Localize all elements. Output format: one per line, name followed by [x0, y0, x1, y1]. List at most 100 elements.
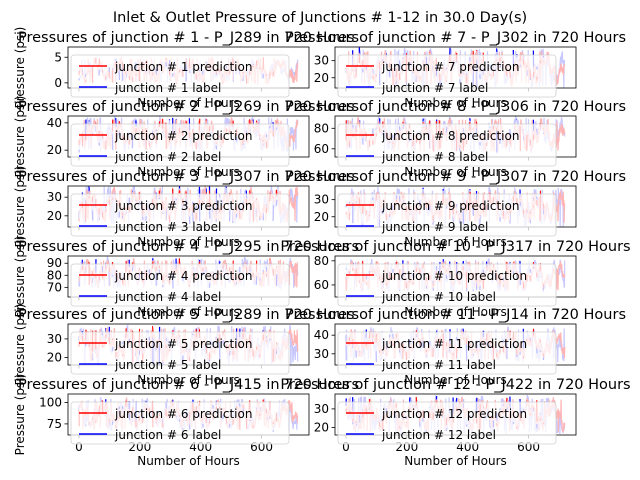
- legend-label-prediction: junction # 12 prediction: [381, 407, 527, 421]
- subplot-title: Pressures of junction # 7 - P_J302 in 72…: [285, 30, 626, 46]
- x-axis-label: Number of Hours: [137, 235, 240, 249]
- legend-label-prediction: junction # 3 prediction: [114, 199, 252, 213]
- legend-label-label: junction # 1 label: [114, 81, 221, 95]
- legend-box: [70, 331, 290, 375]
- legend-label-label: junction # 11 label: [381, 358, 496, 372]
- y-axis-label: Pressure (psi): [13, 27, 27, 109]
- legend-box: [337, 331, 557, 375]
- legend-label-label: junction # 7 label: [381, 81, 488, 95]
- figure-suptitle: Inlet & Outlet Pressure of Junctions # 1…: [113, 10, 527, 26]
- legend-box: [337, 193, 557, 237]
- legend-box: [70, 263, 290, 307]
- subplot-title: Pressures of junction # 5 - P_J289 in 72…: [18, 307, 359, 323]
- y-axis-label: Pressure (psi): [13, 96, 27, 178]
- x-axis-label: Number of Hours: [137, 454, 240, 468]
- legend-label-prediction: junction # 11 prediction: [381, 337, 527, 351]
- legend-box: [337, 401, 557, 445]
- y-axis-label: Pressure (psi): [13, 374, 27, 456]
- legend-label-label: junction # 12 label: [381, 428, 496, 442]
- subplot-title: Pressures of junction # 2 - P_J269 in 72…: [18, 99, 359, 115]
- y-tick-label: 90: [47, 256, 62, 270]
- legend-box: [70, 54, 290, 98]
- y-tick-label: 20: [314, 210, 329, 224]
- subplot-9: 20 30 junction # 5 prediction junction # 5 …: [13, 304, 359, 387]
- y-tick-label: 20: [47, 143, 62, 157]
- subplot-title: Pressures of junction # 9 - P_J307 in 72…: [285, 169, 626, 185]
- x-axis-label: Number of Hours: [137, 96, 240, 110]
- legend-label-prediction: junction # 2 prediction: [114, 129, 252, 143]
- y-tick-label: 40: [47, 116, 62, 130]
- y-axis-label: Pressure (psi): [13, 166, 27, 248]
- y-tick-label: 80: [47, 268, 62, 282]
- y-tick-label: 5: [54, 50, 62, 64]
- subplot-title: Pressures of junction # 11 - P_J14 in 72…: [285, 307, 626, 323]
- x-axis-label: Number of Hours: [404, 454, 507, 468]
- y-tick-label: 80: [314, 121, 329, 135]
- y-tick-label: 30: [47, 332, 62, 346]
- y-tick-label: 20: [47, 351, 62, 365]
- subplot-4: 60 80 junction # 8 prediction junction # 8 …: [285, 99, 626, 179]
- subplot-title: Pressures of junction # 12 - P_J422 in 7…: [280, 377, 630, 393]
- x-axis-label: Number of Hours: [404, 373, 507, 387]
- subplot-title: Pressures of junction # 8 - P_J306 in 72…: [285, 99, 626, 115]
- legend-box: [70, 123, 290, 167]
- legend-box: [70, 401, 290, 445]
- legend-label-label: junction # 9 label: [381, 220, 488, 234]
- subplot-title: Pressures of junction # 4 - P_J295 in 72…: [18, 239, 359, 255]
- x-axis-label: Number of Hours: [137, 373, 240, 387]
- y-tick-label: 20: [314, 71, 329, 85]
- x-axis-label: Number of Hours: [404, 235, 507, 249]
- subplot-grid: 0 5 junction # 1 prediction junction # 1 la…: [13, 27, 631, 468]
- subplot-3: 20 40 junction # 2 prediction junction # 2 …: [13, 96, 359, 179]
- y-tick-label: 60: [314, 278, 329, 292]
- legend-label-prediction: junction # 5 prediction: [114, 337, 252, 351]
- legend-label-label: junction # 3 label: [114, 220, 221, 234]
- legend-label-prediction: junction # 7 prediction: [381, 60, 519, 74]
- legend-label-prediction: junction # 9 prediction: [381, 199, 519, 213]
- legend-box: [70, 193, 290, 237]
- x-axis-label: Number of Hours: [137, 305, 240, 319]
- legend-label-prediction: junction # 1 prediction: [114, 60, 252, 74]
- legend-label-prediction: junction # 4 prediction: [114, 269, 252, 283]
- legend-label-label: junction # 6 label: [114, 428, 221, 442]
- y-tick-label: 0: [54, 76, 62, 90]
- y-axis-label: Pressure (psi): [13, 304, 27, 386]
- y-tick-label: 30: [314, 54, 329, 68]
- subplot-1: 0 5 junction # 1 prediction junction # 1 la…: [13, 27, 359, 110]
- subplot-title: Pressures of junction # 1 - P_J289 in 72…: [18, 30, 359, 46]
- y-tick-label: 60: [314, 142, 329, 156]
- y-tick-label: 30: [314, 402, 329, 416]
- legend-label-prediction: junction # 8 prediction: [381, 129, 519, 143]
- legend-label-label: junction # 4 label: [114, 290, 221, 304]
- legend-box: [337, 263, 557, 307]
- subplot-8: 60 80 junction # 10 prediction junction # 1…: [280, 239, 630, 319]
- y-tick-label: 20: [47, 209, 62, 223]
- y-tick-label: 75: [47, 417, 62, 431]
- y-tick-label: 20: [314, 421, 329, 435]
- subplot-title: Pressures of junction # 6 - P_J415 in 72…: [18, 377, 359, 393]
- y-tick-label: 40: [314, 328, 329, 342]
- y-tick-label: 70: [47, 280, 62, 294]
- y-tick-label: 30: [47, 190, 62, 204]
- legend-label-label: junction # 8 label: [381, 150, 488, 164]
- x-tick-label: 0: [75, 440, 83, 454]
- subplot-10: 30 40 junction # 11 prediction junction # 1…: [285, 307, 626, 387]
- subplot-6: 20 30 junction # 9 prediction junction # 9 …: [285, 169, 626, 249]
- y-tick-label: 30: [314, 193, 329, 207]
- x-axis-label: Number of Hours: [404, 165, 507, 179]
- legend-box: [337, 54, 557, 98]
- legend-label-label: junction # 2 label: [114, 150, 221, 164]
- y-tick-label: 80: [314, 254, 329, 268]
- y-tick-label: 30: [314, 347, 329, 361]
- x-axis-label: Number of Hours: [404, 305, 507, 319]
- subplot-2: 20 30 junction # 7 prediction junction # 7 …: [285, 30, 626, 110]
- subplot-5: 20 30 junction # 3 prediction junction # 3 …: [13, 166, 359, 249]
- subplot-title: Pressures of junction # 3 - P_J307 in 72…: [18, 169, 359, 185]
- legend-label-prediction: junction # 10 prediction: [381, 269, 527, 283]
- subplot-title: Pressures of junction # 10 - P_J317 in 7…: [280, 239, 630, 255]
- legend-box: [337, 123, 557, 167]
- x-axis-label: Number of Hours: [404, 96, 507, 110]
